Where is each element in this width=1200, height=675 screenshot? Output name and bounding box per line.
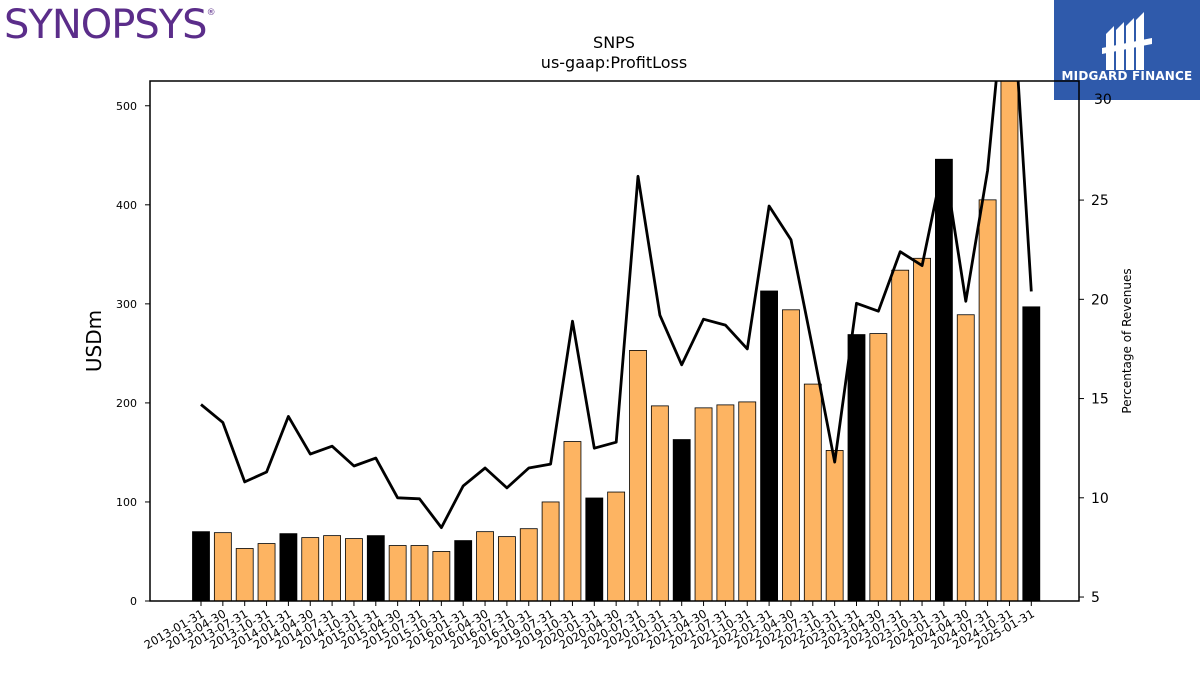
y-tick-label: 400 (116, 199, 137, 212)
bar-2016-07-31 (497, 536, 516, 602)
bar-2021-07-31 (716, 404, 735, 602)
bar-2024-07-31 (978, 199, 997, 602)
chart-title: SNPS (593, 33, 635, 52)
bar-2015-01-31 (366, 535, 385, 602)
y2-tick-label: 5 (1091, 590, 1100, 606)
bar-2020-07-31 (629, 350, 647, 602)
bar-2014-01-31 (279, 533, 298, 602)
percentage-line (200, 81, 1033, 529)
midgard-emblem-icon (1102, 12, 1152, 70)
line-group (200, 81, 1033, 529)
bar-2016-04-30 (476, 531, 494, 602)
bar-2014-04-30 (301, 537, 320, 602)
bar-2023-10-31 (913, 257, 931, 602)
y2-tick-label: 15 (1091, 392, 1109, 408)
registered-mark: ® (206, 8, 216, 18)
bar-2021-04-30 (694, 407, 713, 602)
y-tick-label: 100 (116, 496, 137, 509)
bar-2019-07-31 (541, 501, 560, 602)
bar-2021-10-31 (738, 401, 757, 602)
bar-2023-01-31 (847, 334, 866, 602)
bar-2025-01-31 (1022, 306, 1041, 602)
bar-2024-04-30 (956, 314, 975, 602)
bar-2020-10-31 (650, 405, 669, 602)
right-axis: 5 10 15 20 25 30 (1079, 92, 1112, 606)
bar-2015-04-30 (388, 545, 407, 602)
bar-2016-01-31 (454, 540, 473, 602)
bar-2015-10-31 (432, 551, 451, 602)
bar-2022-04-30 (782, 309, 800, 602)
plot-frame (149, 80, 1080, 602)
bar-2013-01-31 (192, 531, 210, 602)
bar-2024-01-31 (935, 158, 953, 602)
midgard-logo-text: MIDGARD FINANCE (1061, 69, 1193, 83)
bar-2016-10-31 (519, 528, 538, 602)
bar-2024-10-31 (1000, 80, 1019, 602)
bar-group (192, 80, 1041, 602)
synopsys-logo: SYNOPSYS® (4, 2, 216, 48)
bar-2020-01-31 (585, 497, 604, 602)
bar-2023-07-31 (891, 269, 910, 602)
y2-tick-label: 20 (1091, 292, 1109, 308)
bar-2013-04-30 (213, 532, 232, 602)
y-axis-label: USDm (82, 310, 106, 372)
bar-2013-10-31 (257, 543, 276, 602)
bar-2013-07-31 (235, 548, 254, 602)
synopsys-logo-text: SYNOPSYS (4, 2, 208, 48)
bar-2022-01-31 (760, 290, 778, 602)
bar-2022-10-31 (825, 450, 844, 602)
y2-tick-label: 30 (1094, 92, 1112, 108)
x-axis: 2013-01-312013-04-302013-07-312013-10-31… (142, 601, 1037, 652)
y2-tick-label: 10 (1091, 491, 1109, 507)
chart-subtitle: us-gaap:ProfitLoss (541, 53, 687, 72)
y-tick-label: 200 (116, 397, 137, 410)
y2-tick-label: 25 (1091, 193, 1109, 209)
bar-2020-04-30 (607, 491, 626, 602)
bar-2014-10-31 (345, 538, 363, 602)
y2-axis-label: Percentage of Revenues (1120, 268, 1134, 413)
y-tick-label: 300 (116, 298, 137, 311)
bar-2014-07-31 (323, 535, 342, 602)
bar-2021-01-31 (672, 439, 691, 602)
bar-2022-07-31 (803, 383, 822, 602)
bar-2023-04-30 (869, 333, 888, 602)
left-axis: 0 100 200 300 400 500 (116, 100, 150, 608)
y-tick-label: 0 (130, 595, 137, 608)
bar-2019-10-31 (563, 441, 582, 602)
y-tick-label: 500 (116, 100, 137, 113)
bar-2015-07-31 (410, 545, 429, 602)
